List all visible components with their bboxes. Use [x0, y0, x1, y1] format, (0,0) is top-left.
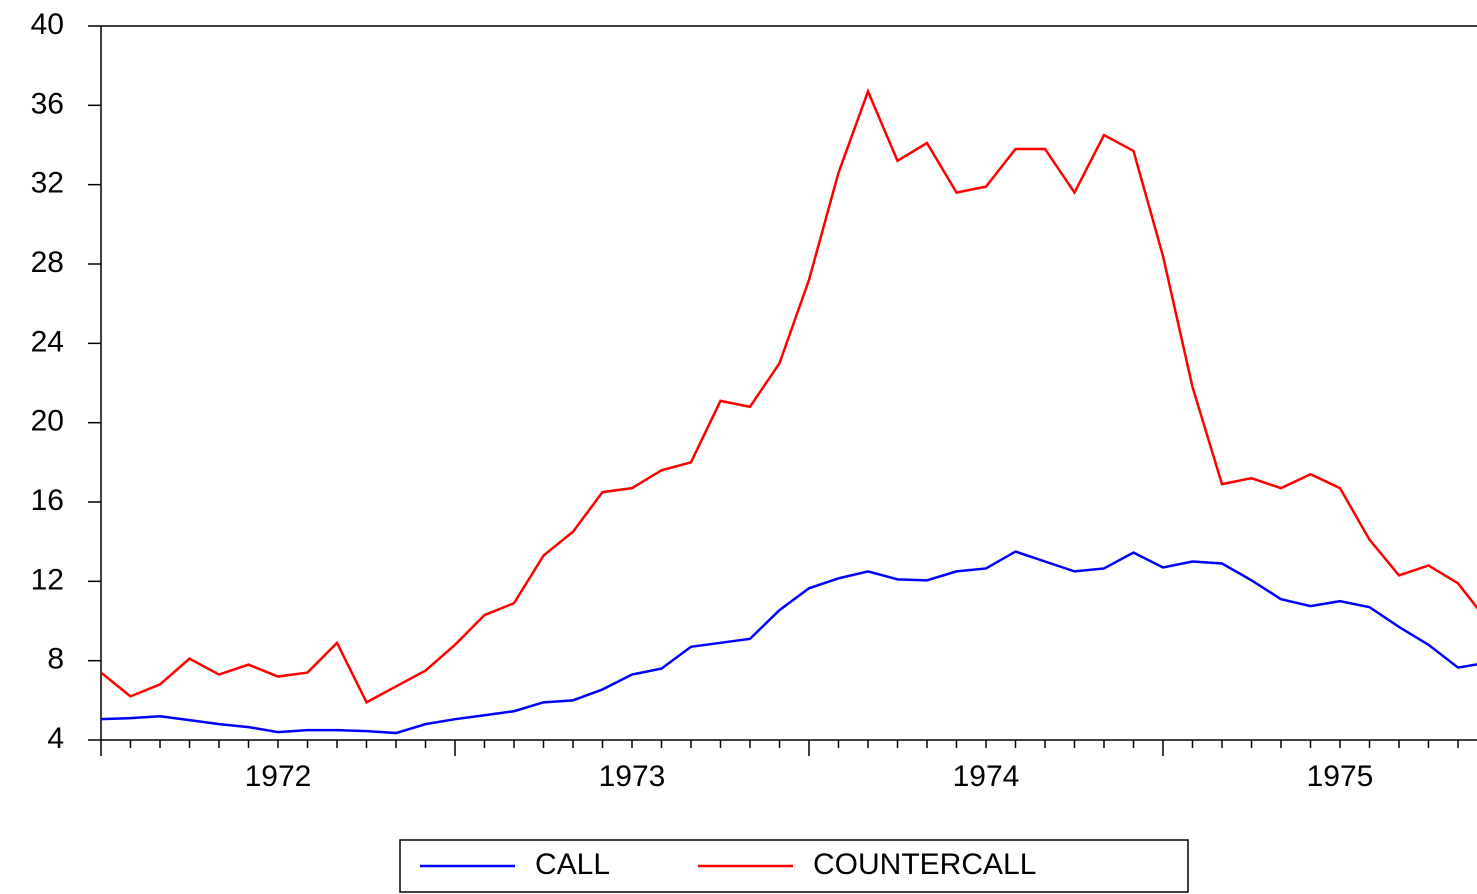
series-line: [101, 550, 1477, 735]
y-tick-label: 20: [31, 405, 64, 438]
x-tick-label: 1974: [953, 760, 1020, 793]
x-tick-label: 1973: [599, 760, 666, 793]
plot-area: [101, 88, 1477, 735]
x-tick-label: 1975: [1307, 760, 1374, 793]
legend-label: CALL: [535, 848, 610, 881]
y-tick-label: 4: [47, 722, 64, 755]
y-tick-label: 40: [31, 8, 64, 41]
y-tick-label: 36: [31, 87, 64, 120]
legend-label: COUNTERCALL: [813, 848, 1036, 881]
y-tick-label: 32: [31, 167, 64, 200]
x-tick-label: 1972: [245, 760, 312, 793]
legend: [399, 839, 1189, 893]
y-tick-label: 24: [31, 325, 64, 358]
series-line: [101, 88, 1477, 705]
y-tick-label: 28: [31, 246, 64, 279]
y-tick-label: 8: [47, 643, 64, 676]
y-tick-label: 16: [31, 484, 64, 517]
y-tick-label: 12: [31, 563, 64, 596]
